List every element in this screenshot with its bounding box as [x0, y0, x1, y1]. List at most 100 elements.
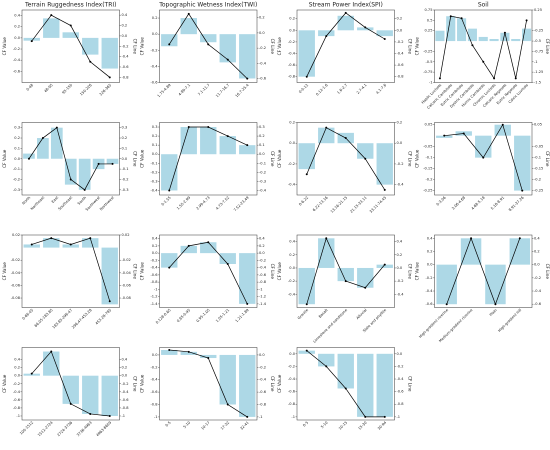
cf-bar [23, 37, 40, 41]
x-tick-label: 296.47-453.28 [71, 308, 93, 330]
y2-tick-label: -1 [259, 287, 263, 291]
y2-tick-label: -0.3 [122, 188, 129, 192]
cf-bar [23, 373, 40, 376]
y-tick-label: -0.08 [11, 296, 21, 300]
cf-bar [435, 30, 445, 42]
y2-tick-label: -0.6 [534, 302, 542, 306]
y-tick-label: -0.3 [150, 179, 157, 183]
y2-tick-label: 0.0 [259, 152, 265, 156]
cf-bar [101, 247, 118, 305]
x-tick-label: High-gradient hill [497, 308, 522, 333]
y-tick-label: 0.2 [152, 16, 158, 20]
y-axis-label: CF Value [277, 149, 282, 168]
y-axis-label: CF Value [2, 37, 7, 56]
y-tick-label: -1.2 [150, 295, 157, 299]
y-tick-label: 0.2 [14, 25, 20, 29]
y-tick-label: -0.4 [288, 183, 296, 187]
plot-frame [21, 122, 120, 196]
plot-frame [296, 9, 395, 83]
y-tick-label: -0.05 [423, 145, 432, 149]
x-tick-label: 0.128-0.65 [155, 308, 172, 325]
cf-bar [161, 349, 178, 355]
cf-bar [509, 238, 531, 265]
y-tick-label: -0.4 [13, 58, 21, 62]
x-tick-label: 13.16-21.15 [330, 196, 348, 214]
y2-tick-label: 0.0 [259, 31, 265, 35]
cf-bar [318, 30, 335, 37]
x-tick-label: Plain [489, 308, 498, 317]
y-axis-label: CF Value [140, 262, 145, 281]
cf-bar [514, 135, 531, 191]
cf-bar [298, 267, 315, 305]
y-tick-label: -0.2 [13, 382, 20, 386]
y-tick-label: 0.0 [152, 152, 158, 156]
y2-tick-label: 0.02 [122, 233, 130, 237]
cf-bar [376, 30, 393, 37]
cf-bar [475, 135, 492, 158]
y-tick-label: 0.0 [427, 263, 433, 267]
cf-bar [522, 28, 532, 42]
y-tick-label: -0.2 [150, 170, 157, 174]
y2-tick-label: 0.1 [122, 146, 128, 150]
cf-point [471, 44, 474, 47]
cf-bar [101, 375, 118, 416]
cf-point [344, 11, 347, 14]
x-tick-label: Limestone and sandstone [313, 308, 349, 344]
x-tick-label: 0-5 [165, 421, 172, 428]
cf-point [246, 415, 249, 418]
y2-tick-label: -0.8 [397, 402, 405, 406]
y-tick-label: -0.2 [150, 258, 157, 262]
cf-bar [180, 245, 197, 254]
y-tick-label: 0.4 [14, 14, 20, 18]
cf-point [501, 123, 504, 126]
y-tick-label: -0.2 [150, 365, 157, 369]
y2-tick-label: -0.6 [259, 77, 267, 81]
cf-bar [101, 37, 118, 69]
y-tick-label: -0.6 [425, 302, 433, 306]
y2-tick-label: -0.4 [397, 183, 405, 187]
cf-point [305, 75, 308, 78]
x-tick-label: 0.65-0.95 [176, 308, 191, 323]
x-tick-label: 5.18-8.91 [490, 196, 505, 211]
cf-point [383, 415, 386, 418]
y2-tick-label: -0.4 [122, 390, 130, 394]
y2-tick-label: -0.2 [259, 170, 266, 174]
y-tick-label: -0.4 [150, 266, 158, 270]
y-axis-label: CF Value [140, 37, 145, 56]
y2-tick-label: -0.2 [122, 382, 129, 386]
cf-bar [37, 138, 49, 159]
cf-bar [357, 353, 374, 417]
cf-point [494, 303, 497, 306]
plot-frame [21, 347, 120, 421]
cf-bar [239, 253, 256, 304]
cf-point [27, 157, 30, 160]
y-tick-label: -0.25 [423, 189, 432, 193]
y-tick-label: -0.2 [150, 48, 157, 52]
cf-point [325, 126, 328, 129]
y-tick-label: -0.2 [13, 47, 20, 51]
x-tick-label: 4.68-5.18 [471, 195, 487, 211]
cf-point [364, 286, 367, 289]
x-tick-label: 4.1-7.6 [375, 83, 387, 95]
plot-frame [434, 234, 533, 308]
y-axis-label: CF Value [2, 149, 7, 168]
x-tick-label: Granite [297, 308, 310, 321]
cf-point [344, 137, 347, 140]
x-tick-label: 15-30 [357, 420, 368, 431]
x-tick-label: Northeast [30, 195, 46, 211]
y-tick-label: -0.1 [425, 156, 432, 160]
y-tick-label: -1 [154, 415, 158, 419]
cf-point [521, 189, 524, 192]
x-tick-label: 7.52-23.49 [233, 195, 250, 212]
cf-point [30, 372, 33, 375]
cf-point [41, 137, 44, 140]
plot-frame [434, 122, 533, 196]
y2-tick-label: -0.2 [259, 258, 266, 262]
y-tick-label: 0.25 [424, 29, 432, 33]
x-tick-label: 4.89-7.1 [178, 83, 191, 96]
cf-bar [298, 30, 315, 77]
x-tick-label: 3736-4963 [76, 421, 93, 438]
cf-bar [457, 18, 467, 42]
y-axis-label: CF Value [2, 374, 7, 393]
